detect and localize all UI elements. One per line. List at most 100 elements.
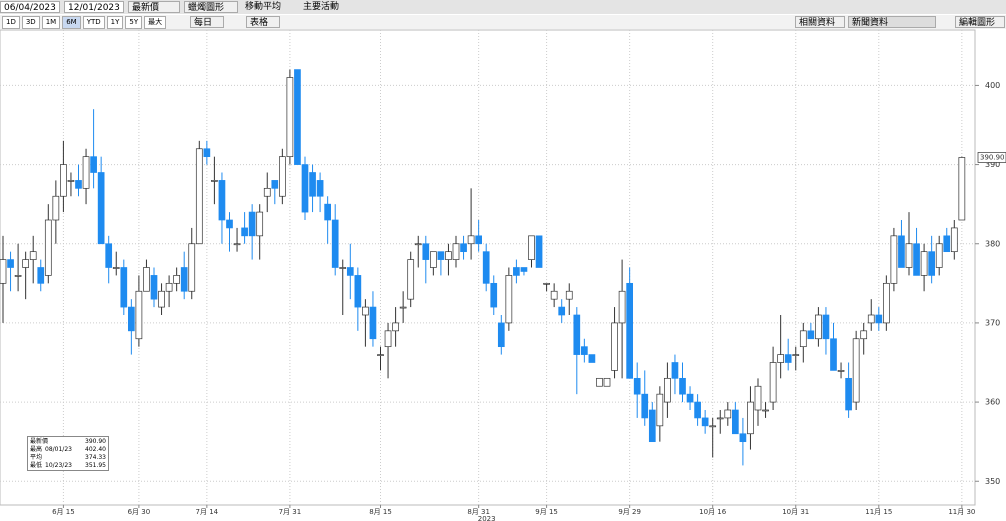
candle-body [120,267,128,308]
legend-name: 最高 [30,446,43,453]
candle-body [362,306,369,316]
key-events[interactable]: 主要活動 [303,2,340,12]
candle-body [520,267,528,272]
candle-body [128,306,135,332]
candle-body [452,243,460,260]
candle-body [475,235,482,245]
frequency[interactable]: 每日 [190,16,224,28]
candle-body [22,259,29,268]
candle-body [513,267,520,276]
candle-body [467,235,475,245]
legend-row: 最低 10/23/23 351.95 [30,462,106,470]
candle-body [860,330,868,340]
period-buttons: 1D 3D 1M 6M YTD 1Y 5Y 最大 [2,16,167,29]
candle-body [890,235,898,284]
candle-body [807,330,815,340]
price-field[interactable]: 最新價 [128,1,180,13]
toolbar-row [0,0,1006,14]
candle-body [135,290,143,340]
legend-value: 374.33 [85,454,106,461]
candle-body [920,251,928,276]
x-tick-label: 6月 15 [52,508,75,516]
candle-body [671,362,679,379]
table-button[interactable]: 表格 [246,16,280,28]
period-button[interactable]: 3D [21,16,40,29]
candle-body [497,322,505,348]
period-button[interactable]: 6M [62,16,81,29]
legend-date: 08/01/23 [45,446,72,453]
legend-name: 最低 [30,462,43,469]
candle-body [580,346,588,355]
period-button[interactable]: 1D [2,16,20,29]
candle-body [656,393,664,427]
candle-body [603,377,611,387]
x-tick-label: 9月 15 [535,508,558,516]
candle-body [550,290,558,300]
candle-body [339,267,347,269]
plot-frame [0,29,976,506]
candle-body [226,219,233,229]
period-button[interactable]: YTD [82,16,105,29]
period-button[interactable]: 1M [41,16,61,29]
candle-body [97,172,105,245]
candle-body [490,282,498,308]
x-tick-label: 9月 29 [618,508,641,516]
candle-body [837,370,845,372]
candle-body [143,267,150,292]
x-tick-label: 10月 31 [782,508,809,516]
candle-body [709,425,717,428]
candle-body [165,282,173,292]
legend-label: 最新價 [30,438,48,446]
candle-body [882,282,890,324]
candle-body [898,235,905,268]
candle-body [769,362,777,403]
candle-body [777,354,785,363]
last-price-flag [977,152,1006,163]
candle-body [211,180,218,182]
end-date[interactable]: 12/01/2023 [64,1,124,13]
candle-body [867,314,875,324]
legend-name: 最新價 [30,438,49,445]
candle-body [316,180,324,197]
edit-button[interactable]: 編輯圖形 [955,16,1005,28]
y-tick-label: 390 [985,160,1000,169]
chart-style[interactable]: 蠟燭圖形 [184,1,238,13]
candle-body [648,409,656,443]
candle-body [641,393,649,419]
x-tick-label: 7月 31 [279,508,302,516]
moving-average[interactable]: 移動平均 [245,2,282,12]
candle-body [437,251,445,260]
candle-body [218,180,226,221]
period-button[interactable]: 1Y [106,16,124,29]
period-button[interactable]: 5Y [125,16,143,29]
candle-body [158,290,165,308]
y-tick-label: 360 [985,398,1000,407]
news-button[interactable]: 新聞資料 [848,16,936,28]
candle-body [75,180,82,189]
start-date[interactable]: 06/04/2023 [0,1,60,13]
legend-row: 最新價 390.90 [30,438,106,446]
period-button[interactable]: 最大 [144,16,167,29]
x-tick-label: 11月 15 [865,508,892,516]
candle-body [14,275,22,277]
legend-label: 平均 [30,454,42,462]
candle-body [701,417,709,427]
candle-body [52,195,60,221]
candle-body [505,275,513,324]
candle-body [309,172,316,197]
related-button[interactable]: 相關資料 [795,16,845,28]
legend-label: 最高 08/01/23 [30,446,72,454]
y-tick-label: 400 [985,81,1000,90]
candle-body [44,219,52,276]
candle-body [399,306,407,309]
legend-name: 平均 [30,454,43,461]
candle-body [618,290,626,324]
candle-body [830,338,837,371]
legend-date: 10/23/23 [45,462,72,469]
legend-row: 平均 374.33 [30,454,106,462]
candle-body [913,243,920,276]
candle-body [958,157,966,221]
x-tick-label: 11月 30 [948,508,975,516]
candle-body [60,164,67,197]
candle-body [928,251,936,276]
